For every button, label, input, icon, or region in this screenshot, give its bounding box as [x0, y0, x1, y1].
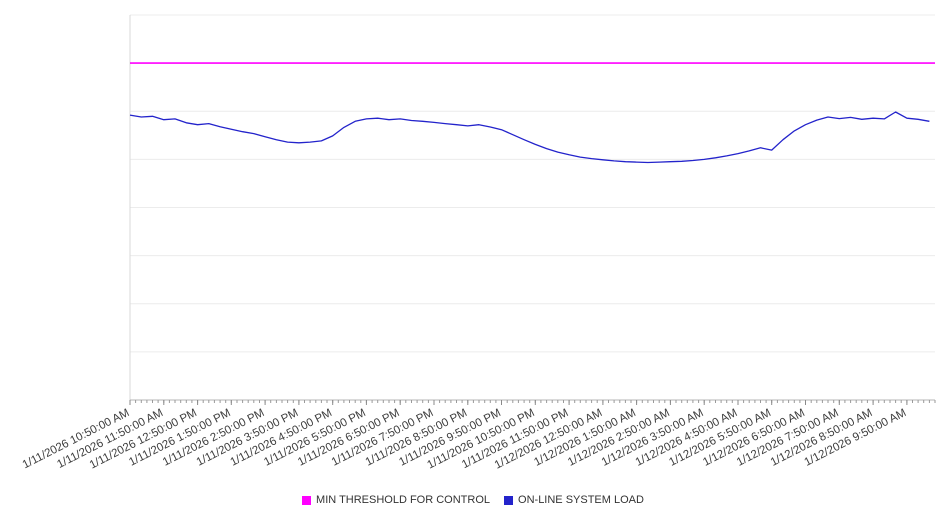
min-threshold-label: MIN THRESHOLD FOR CONTROL — [316, 494, 491, 506]
legend-item-min-threshold: MIN THRESHOLD FOR CONTROL — [302, 494, 490, 506]
system-load-line — [129, 111, 930, 164]
chart-legend: MIN THRESHOLD FOR CONTROL ON-LINE SYSTEM… — [0, 494, 946, 506]
legend-item-system-load: ON-LINE SYSTEM LOAD — [504, 494, 644, 506]
line-chart: 1/11/2026 10:50:00 AM1/11/2026 11:50:00 … — [21, 14, 936, 472]
system-load-swatch — [504, 495, 514, 505]
min-threshold-swatch — [302, 495, 312, 505]
system-load-label: ON-LINE SYSTEM LOAD — [518, 494, 644, 506]
